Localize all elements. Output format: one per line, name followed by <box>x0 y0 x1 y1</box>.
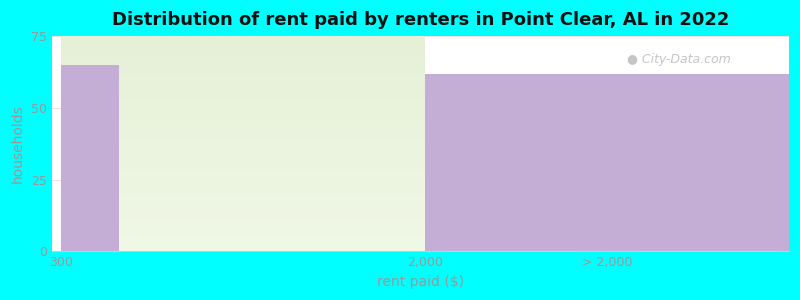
Bar <box>425 74 789 251</box>
Y-axis label: households: households <box>11 104 25 183</box>
Title: Distribution of rent paid by renters in Point Clear, AL in 2022: Distribution of rent paid by renters in … <box>111 11 729 29</box>
X-axis label: rent paid ($): rent paid ($) <box>377 275 464 289</box>
Bar <box>61 65 119 251</box>
Text: ● City-Data.com: ● City-Data.com <box>626 53 730 66</box>
